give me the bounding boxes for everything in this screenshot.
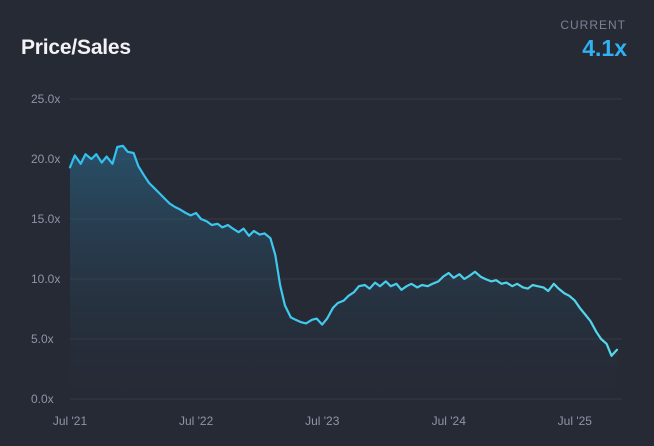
series-line [68,144,619,357]
y-tick-label: 20.0x [31,152,60,166]
y-tick-label: 0.0x [31,392,54,406]
x-tick-label: Jul '21 [53,414,88,428]
current-label: CURRENT [560,18,626,32]
x-tick-label: Jul '25 [558,414,593,428]
current-value: 4.1x [582,35,627,61]
x-tick-label: Jul '22 [179,414,214,428]
x-axis: Jul '21 Jul '22 Jul '23 Jul '24 Jul '25 [53,414,592,428]
y-axis: 0.0x 5.0x 10.0x 15.0x 20.0x 25.0x [31,92,60,406]
y-tick-label: 5.0x [31,332,54,346]
page-title: Price/Sales [21,36,131,59]
series-area [70,145,617,399]
y-tick-label: 10.0x [31,272,60,286]
x-tick-label: Jul '24 [432,414,467,428]
y-tick-label: 25.0x [31,92,60,106]
x-tick-label: Jul '23 [305,414,340,428]
y-tick-label: 15.0x [31,212,60,226]
